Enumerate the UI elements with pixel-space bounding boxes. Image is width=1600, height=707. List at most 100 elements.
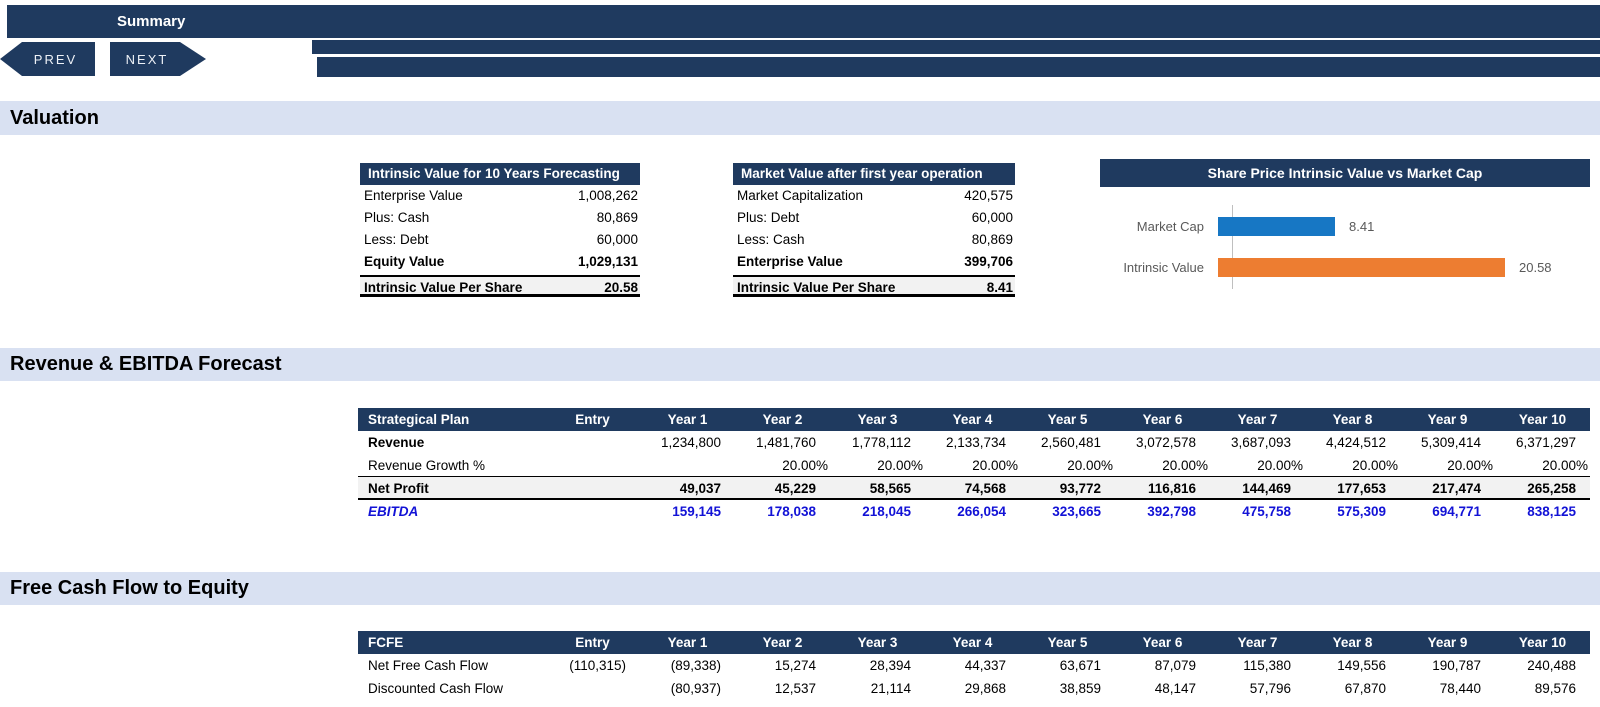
column-header: Year 3 — [857, 635, 898, 650]
row-label: Revenue — [368, 435, 425, 450]
table-cell: 144,469 — [1242, 481, 1291, 496]
row-value: 60,000 — [596, 232, 638, 247]
table-header-row: Strategical Plan Entry Year 1 Year 2 Year 3 Y… — [358, 408, 1590, 431]
chart-plot-area: Market Cap 8.41 Intrinsic Value 20.58 — [1100, 187, 1590, 302]
table-cell: (89,338) — [670, 658, 721, 673]
chart-axis-line — [1232, 205, 1233, 289]
table-cell: 12,537 — [774, 681, 816, 696]
table-cell: 20.00% — [972, 458, 1018, 473]
row-label: Plus: Cash — [364, 210, 430, 225]
table-cell: 266,054 — [957, 504, 1006, 519]
table-cell: 15,274 — [774, 658, 816, 673]
column-header: Year 4 — [952, 635, 993, 650]
table-cell: 48,147 — [1154, 681, 1196, 696]
table-cell: 49,037 — [679, 481, 721, 496]
row-value: 1,029,131 — [577, 254, 638, 269]
fcfe-heading: Free Cash Flow to Equity — [10, 577, 249, 599]
table-cell: 323,665 — [1052, 504, 1101, 519]
prev-button[interactable]: PREV — [0, 42, 95, 76]
table-cell: 392,798 — [1147, 504, 1196, 519]
table-row: Revenue Growth % 20.00% 20.00% 20.00% 20.00%… — [358, 454, 1590, 477]
table-cell: 63,671 — [1059, 658, 1101, 673]
table-cell: 575,309 — [1337, 504, 1386, 519]
table-cell: 93,772 — [1059, 481, 1101, 496]
column-header: Entry — [575, 635, 610, 650]
chart-row-market-cap: Market Cap 8.41 — [1100, 216, 1374, 236]
fcfe-section-band: Free Cash Flow to Equity — [0, 572, 1600, 605]
table-cell: 2,560,481 — [1040, 435, 1101, 450]
column-header: Year 9 — [1427, 412, 1468, 427]
column-header: Year 4 — [952, 412, 993, 427]
sheet-tab-summary[interactable]: Summary — [117, 13, 186, 30]
table-cell: 5,309,414 — [1420, 435, 1481, 450]
table-title: Intrinsic Value for 10 Years Forecasting — [360, 163, 640, 185]
column-header: Year 7 — [1237, 412, 1278, 427]
column-header: Year 6 — [1142, 412, 1183, 427]
table-cell: 89,576 — [1534, 681, 1576, 696]
row-label: Less: Debt — [364, 232, 429, 247]
column-header: FCFE — [368, 635, 404, 650]
entry-cell — [545, 677, 640, 700]
table-cell: 28,394 — [869, 658, 911, 673]
nav-strip-upper — [312, 40, 1600, 54]
column-header: Entry — [575, 412, 610, 427]
table-cell: 45,229 — [774, 481, 816, 496]
table-row: Net Free Cash Flow (110,315) (89,338) 15,27… — [358, 654, 1590, 677]
table-cell: 3,687,093 — [1230, 435, 1291, 450]
row-value: 1,008,262 — [577, 188, 638, 203]
row-value: 60,000 — [971, 210, 1013, 225]
chart-category-label: Intrinsic Value — [1123, 259, 1204, 275]
row-label: Revenue Growth % — [368, 458, 486, 473]
table-cell: 1,778,112 — [851, 435, 911, 450]
table-cell: 177,653 — [1337, 481, 1386, 496]
row-label: Enterprise Value — [737, 254, 843, 269]
table-cell: 44,337 — [964, 658, 1006, 673]
table-cell: 178,038 — [767, 504, 816, 519]
valuation-section-band: Valuation — [0, 101, 1600, 135]
column-header: Year 3 — [857, 412, 898, 427]
table-cell: 20.00% — [1257, 458, 1303, 473]
column-header: Year 2 — [762, 412, 803, 427]
chart-category-label: Market Cap — [1136, 218, 1204, 234]
table-row: Equity Value 1,029,131 — [360, 251, 640, 273]
market-cap-bar — [1218, 216, 1335, 236]
table-cell: 240,488 — [1527, 658, 1576, 673]
fcfe-table: FCFE Entry Year 1 Year 2 Year 3 Year 4 Year 5 Y… — [358, 631, 1590, 700]
table-row: Plus: Cash 80,869 — [360, 207, 640, 229]
table-row: Net Profit 49,037 45,229 58,565 74,568 93,772… — [358, 477, 1590, 500]
table-footer-row: Intrinsic Value Per Share 8.41 — [733, 275, 1015, 297]
table-cell: 116,816 — [1147, 481, 1196, 496]
table-cell: 20.00% — [1352, 458, 1398, 473]
table-cell: 218,045 — [862, 504, 911, 519]
chart-value-label: 20.58 — [1519, 259, 1552, 275]
column-header: Year 10 — [1518, 412, 1567, 427]
entry-cell — [545, 431, 640, 454]
table-cell: 21,114 — [870, 681, 911, 696]
table-header-row: FCFE Entry Year 1 Year 2 Year 3 Year 4 Year 5 Y… — [358, 631, 1590, 654]
table-cell: 74,568 — [964, 481, 1006, 496]
intrinsic-value-bar — [1218, 257, 1505, 277]
column-header: Year 5 — [1047, 635, 1088, 650]
table-cell: 20.00% — [877, 458, 923, 473]
table-cell: 20.00% — [782, 458, 828, 473]
table-cell: 190,787 — [1432, 658, 1481, 673]
row-value: 420,575 — [964, 188, 1013, 203]
row-label: Less: Cash — [737, 232, 805, 247]
chart-row-intrinsic-value: Intrinsic Value 20.58 — [1100, 257, 1552, 277]
table-footer-row: Intrinsic Value Per Share 20.58 — [360, 275, 640, 297]
table-cell: 20.00% — [1162, 458, 1208, 473]
nav-strip-lower — [317, 57, 1600, 77]
table-cell: 475,758 — [1242, 504, 1291, 519]
row-label: Plus: Debt — [737, 210, 800, 225]
column-header: Year 6 — [1142, 635, 1183, 650]
table-row: Plus: Debt 60,000 — [733, 207, 1015, 229]
table-row: Less: Debt 60,000 — [360, 229, 640, 251]
column-header: Year 9 — [1427, 635, 1468, 650]
next-button[interactable]: NEXT — [110, 42, 206, 76]
table-cell: 4,424,512 — [1325, 435, 1386, 450]
table-cell: 6,371,297 — [1515, 435, 1576, 450]
row-label: Intrinsic Value Per Share — [364, 280, 523, 295]
column-header: Strategical Plan — [368, 412, 470, 427]
row-label: Market Capitalization — [737, 188, 864, 203]
column-header: Year 2 — [762, 635, 803, 650]
